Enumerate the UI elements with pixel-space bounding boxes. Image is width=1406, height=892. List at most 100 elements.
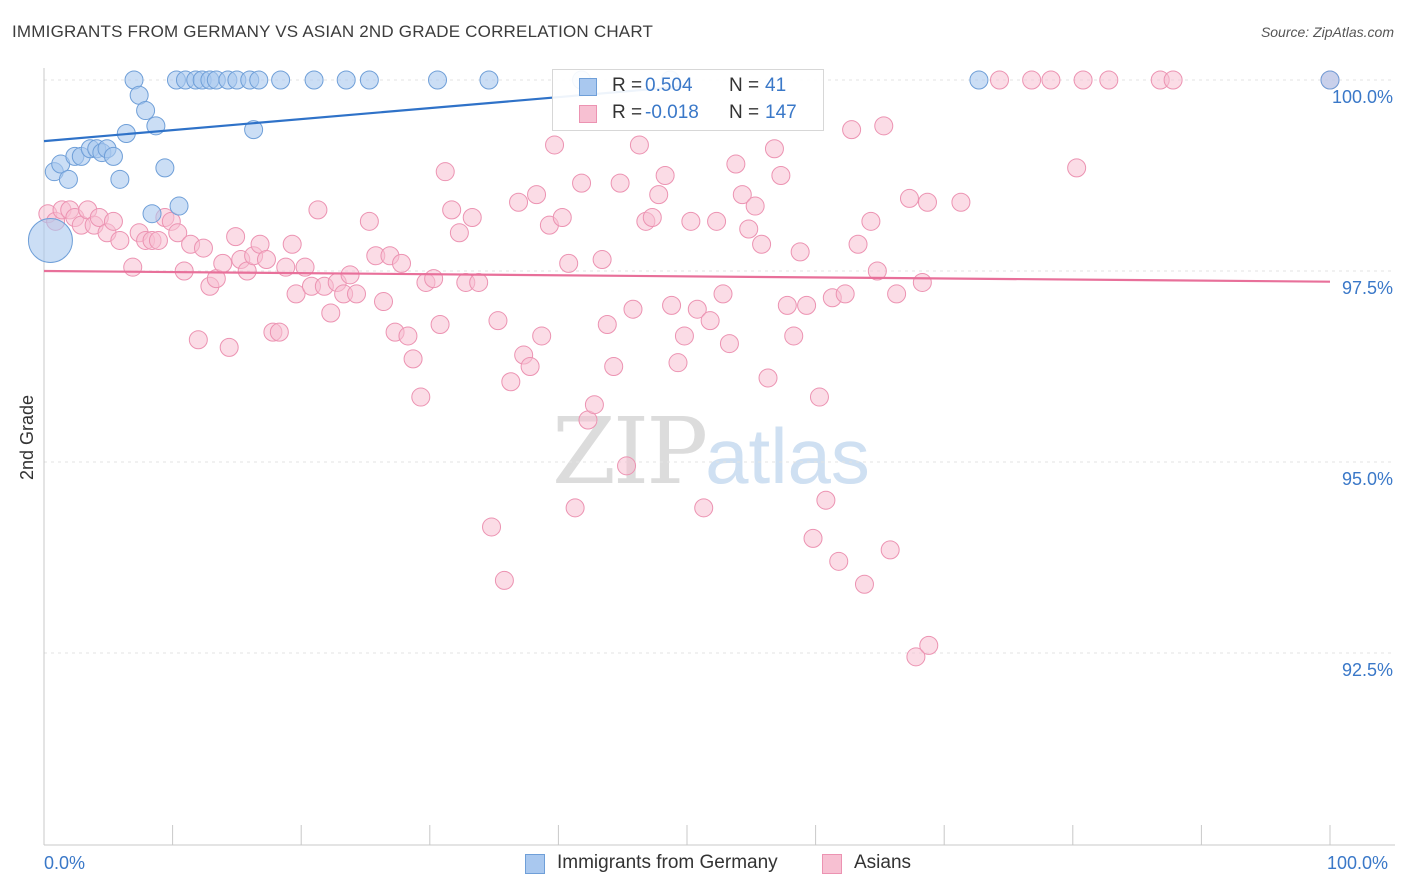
point-asians [854,574,874,594]
watermark-zip: ZIP [552,398,708,505]
point-asians [771,166,791,185]
point-asians [527,185,547,205]
point-asians [629,135,649,155]
point-asians [912,272,932,292]
point-asians [919,635,939,655]
point-asians [867,261,887,281]
y-axis-title: 2nd Grade [17,394,37,480]
point-germany [304,70,324,90]
point-asians [726,154,746,174]
point-germany [136,101,156,121]
point-asians [392,253,412,273]
point-asians [829,551,849,571]
point-asians [435,162,455,182]
point-asians [193,238,213,258]
point-asians [430,314,450,334]
point-germany [169,196,189,216]
point-asians [213,253,233,273]
point-asians [623,299,643,319]
point-asians [797,295,817,315]
point-asians [424,269,444,289]
point-asians [784,326,804,346]
point-asians [552,208,572,228]
point-asians [777,295,797,315]
point-asians [1067,158,1087,178]
point-germany [249,70,269,90]
legend-r-value-asians: -0.018 [645,102,699,123]
legend-r-label: R = [612,102,643,123]
point-asians [321,303,341,323]
point-germany [244,120,264,140]
point-asians [887,284,907,304]
point-asians [494,570,514,590]
point-asians [739,219,759,239]
watermark: ZIPatlas [552,398,870,505]
point-germany [103,146,123,166]
bottom-legend-swatch-asians [822,854,842,874]
point-asians [308,200,328,220]
point-asians [662,295,682,315]
correlation-legend: R = 0.504 N = 41 R = -0.018 N = 147 [552,69,824,131]
point-asians [674,326,694,346]
point-asians [694,498,714,518]
bottom-legend-label-germany: Immigrants from Germany [557,852,778,873]
point-asians [374,292,394,312]
point-asians [572,173,592,193]
point-asians [803,528,823,548]
point-asians [604,357,624,376]
point-asians [168,223,188,243]
point-asians [219,337,239,357]
point-asians [501,372,521,392]
point-asians [681,211,701,231]
point-asians [809,387,829,407]
legend-swatch-germany [579,78,597,96]
point-asians [752,234,772,254]
point-asians [565,498,585,518]
x-tick-label-min: 0.0% [44,853,86,873]
point-asians [592,250,612,270]
point-asians [687,299,707,319]
y-tick-label: 95.0% [1341,469,1393,489]
source-label: Source: ZipAtlas.com [1260,24,1394,40]
point-asians [282,234,302,254]
point-asians [148,230,168,250]
point-asians [110,230,130,250]
point-asians [188,330,208,350]
point-asians [899,188,919,208]
point-asians [719,334,739,354]
point-asians [597,314,617,334]
point-asians [469,272,489,292]
point-asians [917,192,937,212]
series-asians-points [38,70,1340,667]
point-germany [479,70,499,90]
point-asians [559,253,579,273]
point-germany [969,70,989,90]
point-asians [745,196,765,216]
point-asians [398,326,418,346]
point-asians [295,257,315,277]
legend-r-label: R = [612,75,643,96]
point-asians [835,284,855,304]
x-tick-label-max: 100.0% [1327,853,1389,873]
point-germany [336,70,356,90]
y-tick-label: 92.5% [1341,660,1393,680]
point-germany [271,70,291,90]
point-asians [226,227,246,247]
point-asians [462,208,482,228]
point-asians [269,322,289,342]
point-germany [142,204,162,224]
point-asians [482,517,502,537]
point-asians [649,185,669,205]
point-asians [874,116,894,136]
point-germany [27,217,73,263]
point-asians [617,456,637,476]
point-asians [713,284,733,304]
point-germany [155,158,175,178]
legend-n-label: N = [729,102,760,123]
legend-n-label: N = [729,75,760,96]
point-asians [346,284,366,304]
point-germany [359,70,379,90]
legend-r-value-germany: 0.504 [645,75,693,96]
point-germany [110,169,130,189]
point-asians [842,120,862,140]
